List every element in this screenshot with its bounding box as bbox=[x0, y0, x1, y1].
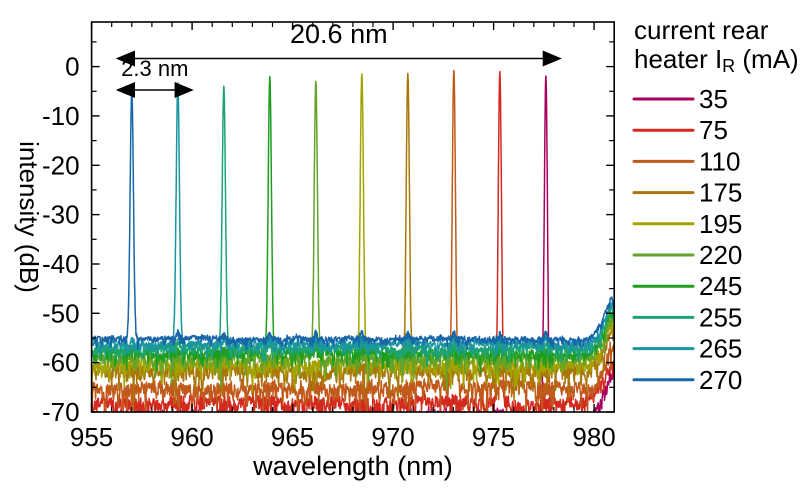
svg-text:heater IR (mA): heater IR (mA) bbox=[634, 44, 799, 76]
svg-text:965: 965 bbox=[271, 422, 314, 452]
svg-text:265: 265 bbox=[699, 334, 742, 364]
svg-text:960: 960 bbox=[170, 422, 213, 452]
svg-text:255: 255 bbox=[699, 302, 742, 332]
svg-text:-30: -30 bbox=[42, 200, 80, 230]
svg-text:110: 110 bbox=[699, 146, 740, 176]
svg-text:-40: -40 bbox=[42, 249, 80, 279]
svg-text:75: 75 bbox=[699, 115, 728, 145]
svg-text:2.3 nm: 2.3 nm bbox=[121, 56, 188, 81]
svg-text:195: 195 bbox=[699, 209, 742, 239]
svg-text:-60: -60 bbox=[42, 348, 80, 378]
svg-text:35: 35 bbox=[699, 84, 728, 114]
svg-text:20.6 nm: 20.6 nm bbox=[290, 19, 388, 49]
svg-text:-70: -70 bbox=[42, 397, 80, 427]
svg-text:175: 175 bbox=[699, 178, 742, 208]
svg-text:970: 970 bbox=[371, 422, 414, 452]
svg-text:0: 0 bbox=[65, 52, 79, 82]
svg-text:wavelength (nm): wavelength (nm) bbox=[252, 451, 453, 481]
svg-text:-10: -10 bbox=[42, 101, 80, 131]
svg-text:245: 245 bbox=[699, 271, 742, 301]
svg-text:-20: -20 bbox=[42, 150, 80, 180]
svg-text:current rear: current rear bbox=[634, 15, 769, 45]
svg-text:975: 975 bbox=[472, 422, 515, 452]
svg-text:intensity (dB): intensity (dB) bbox=[14, 141, 44, 293]
svg-text:270: 270 bbox=[699, 365, 742, 395]
svg-text:-50: -50 bbox=[42, 298, 80, 328]
svg-text:980: 980 bbox=[572, 422, 615, 452]
svg-text:220: 220 bbox=[699, 240, 742, 270]
